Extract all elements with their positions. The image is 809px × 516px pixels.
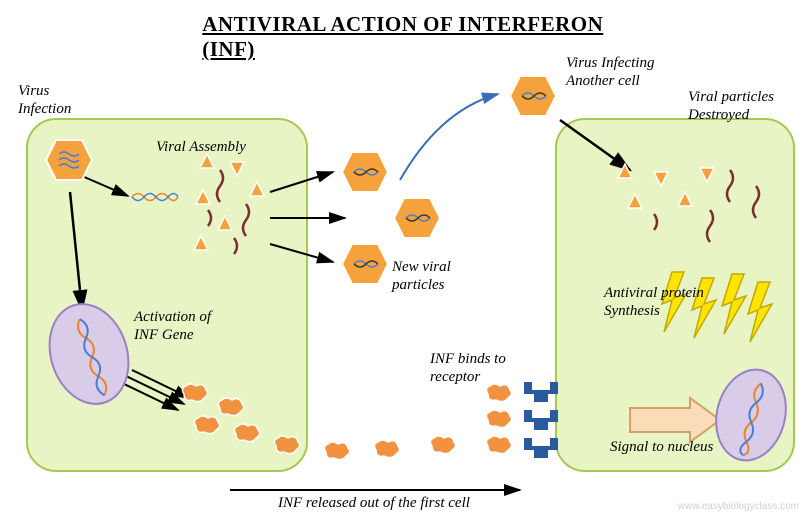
viral-assembly-cluster <box>190 150 290 260</box>
label-viral-assembly: Viral Assembly <box>156 138 246 156</box>
virus-hex-infecting-another <box>508 74 558 118</box>
new-virus-hex-3 <box>340 242 390 286</box>
watermark: www.easybiologyclass.com <box>678 501 799 512</box>
new-virus-hex-2 <box>392 196 442 240</box>
label-activation-inf-gene: Activation of INF Gene <box>134 308 211 344</box>
destroyed-particles <box>610 158 780 248</box>
diagram-title: ANTIVIRAL ACTION OF INTERFERON (INF) <box>202 12 607 62</box>
label-inf-binds-receptor: INF binds to receptor <box>430 350 506 386</box>
virus-hexagon-infection <box>44 138 94 182</box>
label-virus-infection: Virus Infection <box>18 82 71 118</box>
label-viral-particles-destroyed: Viral particles Destroyed <box>688 88 774 124</box>
receptors <box>520 380 580 466</box>
label-virus-infecting-another: Virus Infecting Another cell <box>566 54 654 90</box>
label-inf-released: INF released out of the first cell <box>278 494 470 512</box>
new-virus-hex-1 <box>340 150 390 194</box>
label-antiviral-protein-synthesis: Antiviral protein Synthesis <box>604 284 704 320</box>
inf-blobs <box>170 378 550 468</box>
viral-dna-small <box>130 188 180 206</box>
label-signal-to-nucleus: Signal to nucleus <box>610 438 713 456</box>
label-new-viral-particles: New viral particles <box>392 258 451 294</box>
